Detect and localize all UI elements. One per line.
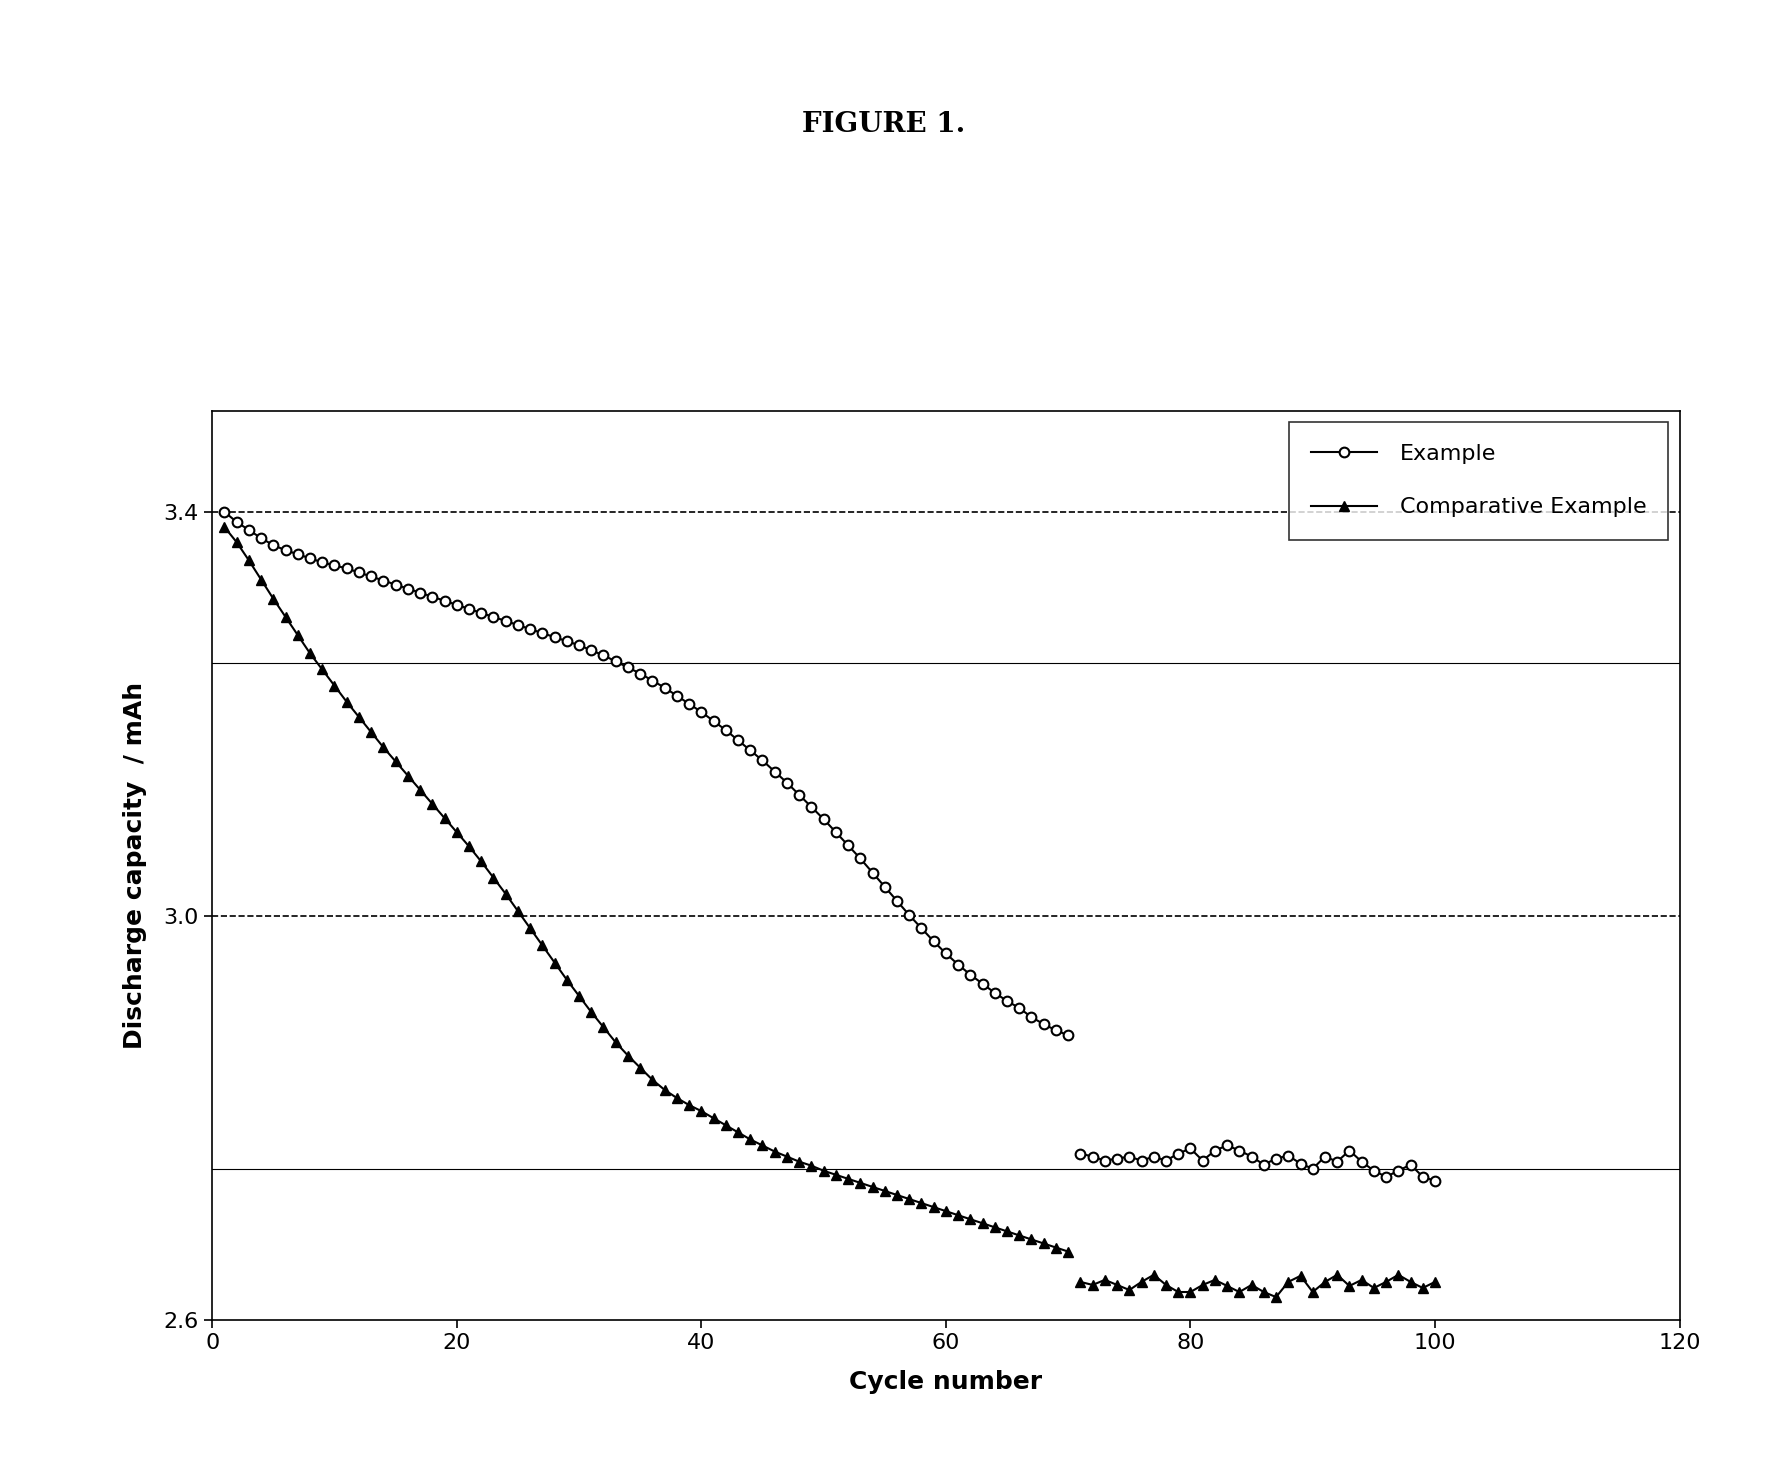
Example bbox=[679, 695, 700, 713]
Example bbox=[470, 604, 492, 622]
Comparative Example bbox=[410, 780, 431, 798]
Comparative Example bbox=[923, 1199, 944, 1216]
Line: Example: Example bbox=[219, 508, 1073, 1040]
Y-axis label: Discharge capacity  / mAh: Discharge capacity / mAh bbox=[124, 682, 147, 1049]
Comparative Example bbox=[214, 518, 235, 535]
Example bbox=[923, 933, 944, 951]
Text: FIGURE 1.: FIGURE 1. bbox=[803, 111, 965, 138]
Example bbox=[214, 503, 235, 521]
X-axis label: Cycle number: Cycle number bbox=[849, 1370, 1043, 1394]
Comparative Example bbox=[433, 810, 454, 827]
Line: Comparative Example: Comparative Example bbox=[219, 522, 1073, 1256]
Comparative Example bbox=[470, 852, 492, 870]
Comparative Example bbox=[679, 1096, 700, 1113]
Example bbox=[1057, 1027, 1078, 1045]
Example bbox=[935, 945, 956, 962]
Example bbox=[433, 593, 454, 610]
Legend: Example, Comparative Example: Example, Comparative Example bbox=[1289, 422, 1669, 540]
Comparative Example bbox=[1057, 1243, 1078, 1260]
Comparative Example bbox=[935, 1203, 956, 1221]
Example bbox=[410, 584, 431, 601]
